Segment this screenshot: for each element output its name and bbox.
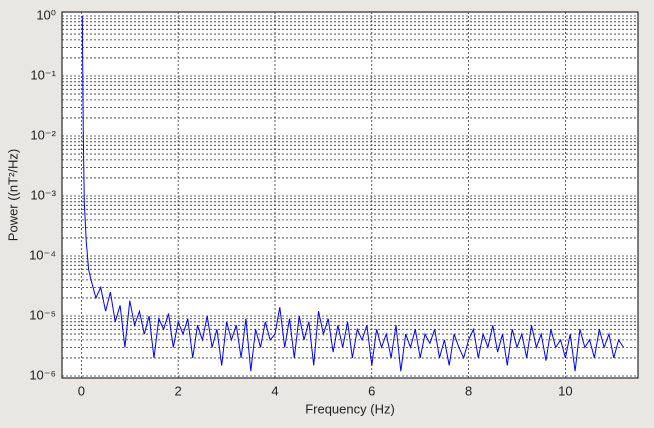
x-axis-label: Frequency (Hz) (305, 401, 395, 416)
y-tick-label: 10⁻⁵ (29, 307, 56, 322)
y-tick-label: 10⁻⁶ (29, 367, 56, 382)
y-tick-label: 10⁻³ (30, 187, 56, 202)
y-tick-label: 10⁻² (30, 127, 56, 142)
x-tick-label: 8 (465, 383, 472, 398)
x-tick-label: 0 (78, 383, 85, 398)
x-tick-label: 6 (368, 383, 375, 398)
y-axis-label: Power ((nT²/Hz) (5, 149, 20, 241)
data-line (81, 15, 624, 372)
y-tick-label: 10⁰ (36, 7, 56, 22)
x-tick-label: 10 (558, 383, 572, 398)
x-tick-label: 4 (271, 383, 278, 398)
plot-area (61, 11, 639, 379)
y-tick-label: 10⁻¹ (30, 67, 56, 82)
y-tick-label: 10⁻⁴ (29, 247, 56, 262)
x-tick-label: 2 (175, 383, 182, 398)
